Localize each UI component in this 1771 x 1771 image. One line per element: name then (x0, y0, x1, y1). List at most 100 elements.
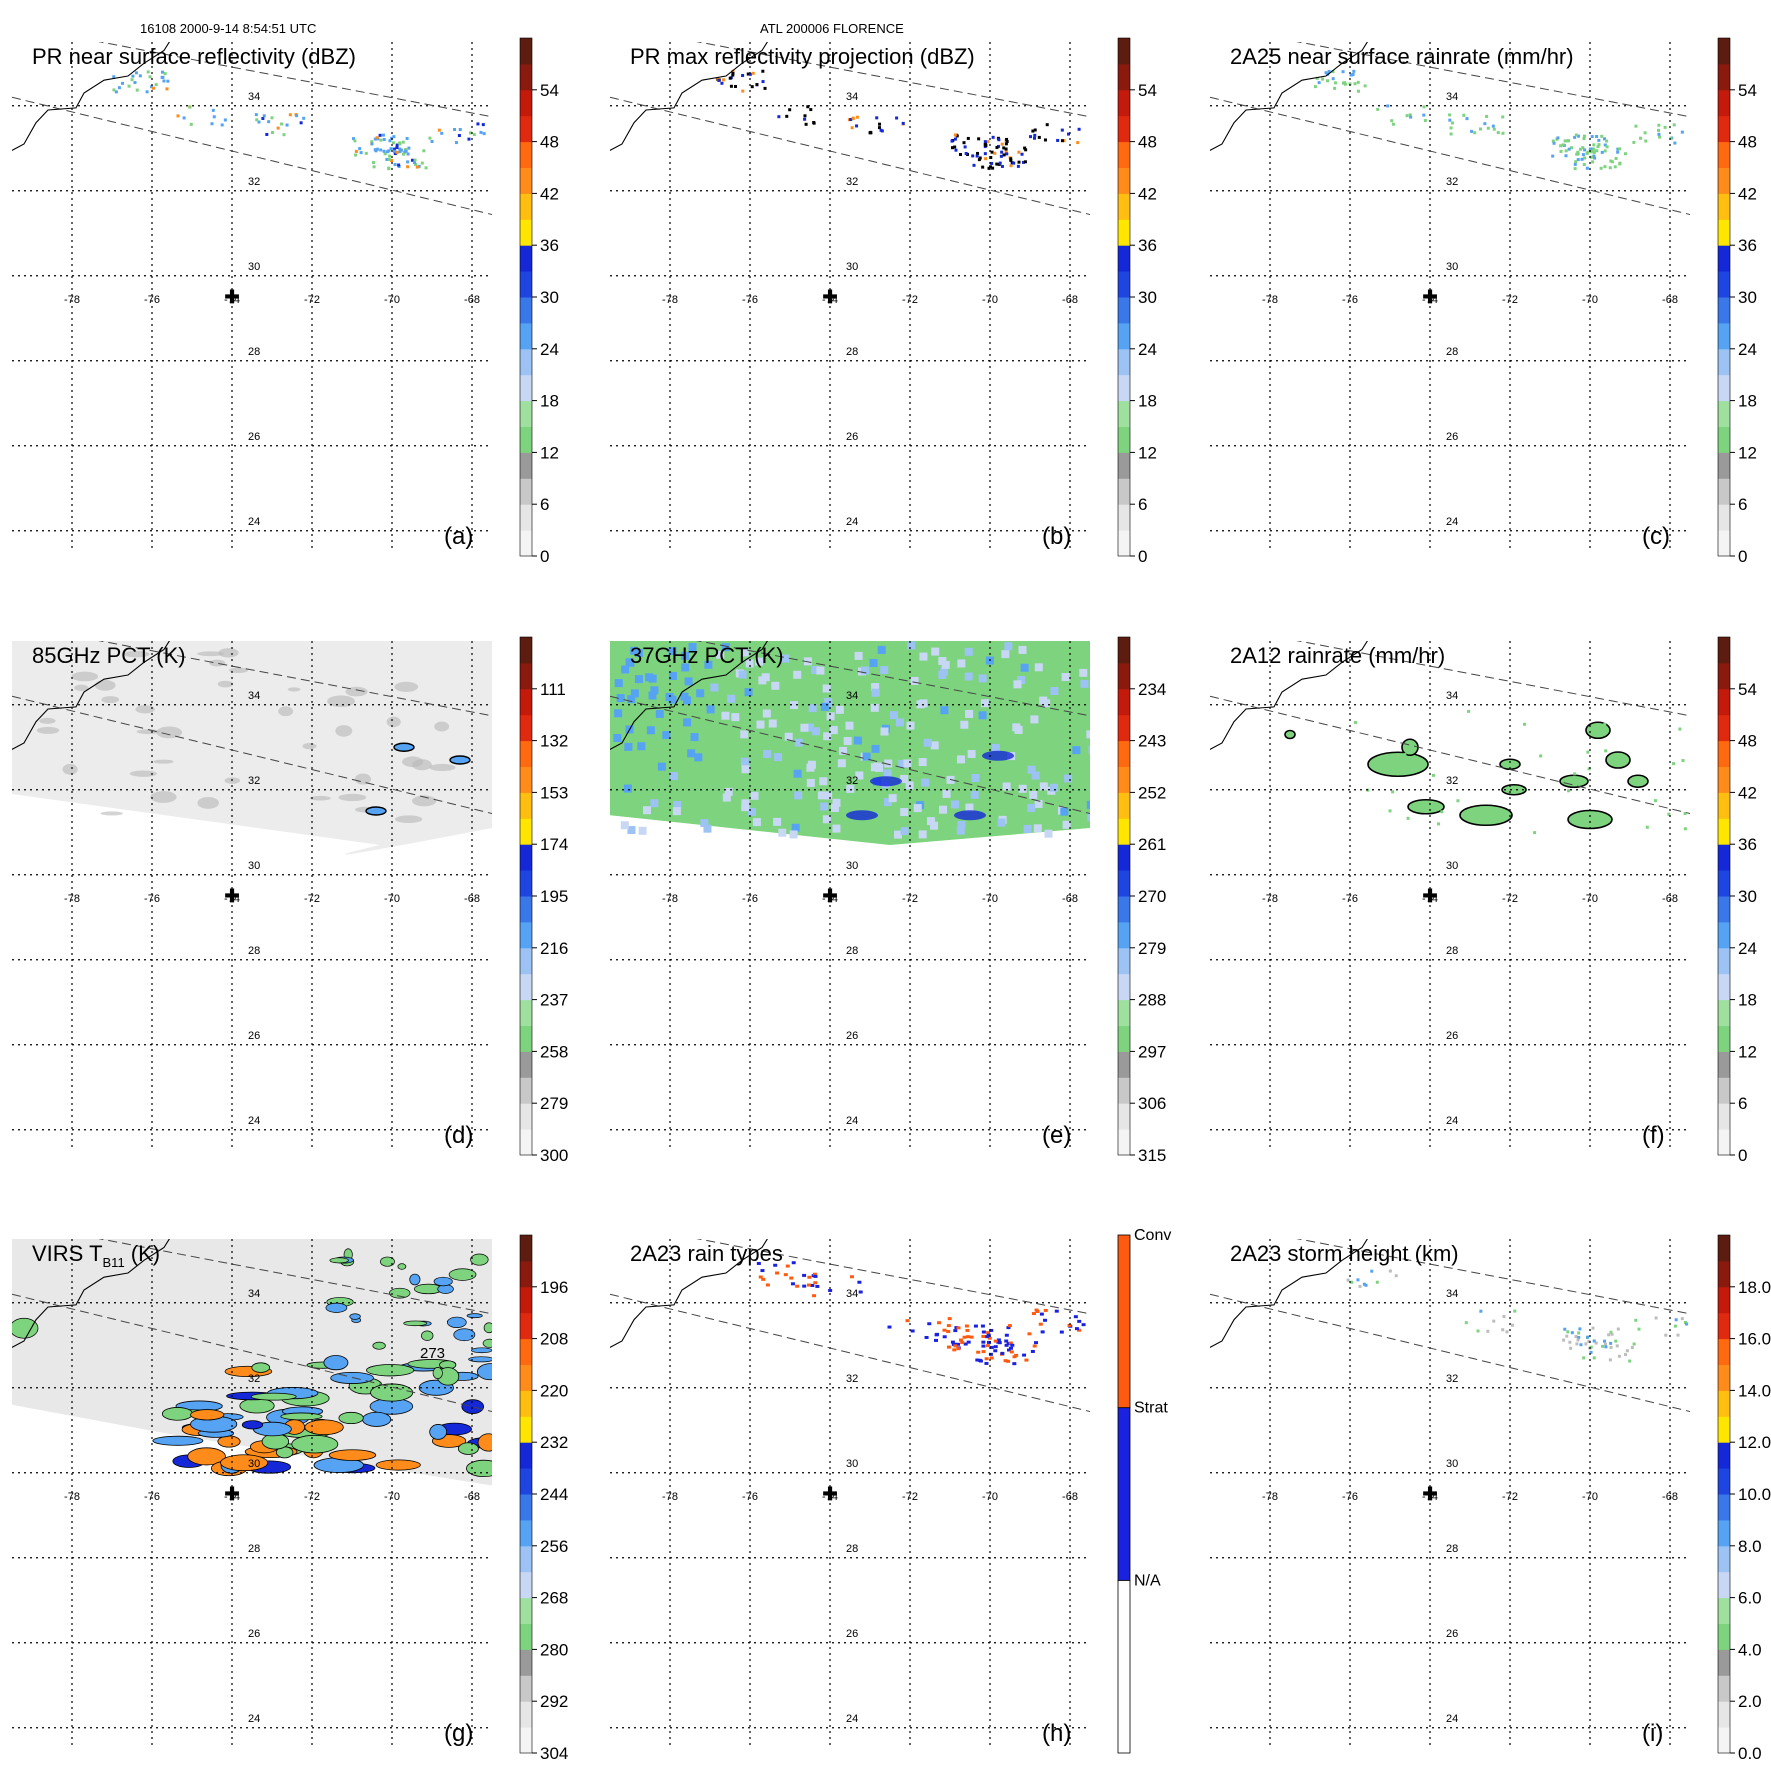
colorbar-tick-label: 12.0 (1738, 1433, 1771, 1452)
radar-pixel (1062, 139, 1066, 143)
rain-type-pixel (1077, 1328, 1082, 1332)
radar-pixel (806, 105, 810, 109)
radar-pixel (285, 123, 289, 127)
colorbar-segment (1718, 115, 1730, 143)
radar-pixel (1356, 80, 1360, 84)
rain-type-pixel (806, 1283, 811, 1287)
pct-pixel (853, 736, 862, 745)
colorbar-tick-label: 258 (540, 1042, 568, 1061)
rain-type-pixel (1034, 1341, 1039, 1345)
colorbar-segment (1718, 38, 1730, 65)
pct-pixel (1027, 765, 1036, 774)
pct-pixel (781, 654, 790, 663)
radar-pixel (395, 146, 399, 150)
cloud-top-cell (330, 1371, 374, 1384)
rain-type-pixel (1081, 1323, 1086, 1327)
pct-pixel (895, 718, 904, 727)
pct-pixel (613, 734, 622, 743)
swath-edge (610, 1293, 1090, 1413)
radar-pixel (385, 150, 389, 154)
radar-pixel (1634, 124, 1638, 128)
rain-type-pixel (1039, 1312, 1044, 1316)
cold-cell (402, 756, 424, 768)
rain-type-pixel (765, 1283, 770, 1287)
storm-height-pixel (1346, 1278, 1350, 1282)
rain-type-pixel (812, 1272, 817, 1276)
panel-f: 34 32 30 28 26 24 -78 -76 -74 -72 -70 -68 ✚ 2A12 rain… (1210, 636, 1757, 1165)
colorbar-tick-label: 6 (1738, 1094, 1747, 1113)
radar-pixel (1045, 123, 1049, 127)
storm-height-pixel (1603, 1339, 1607, 1343)
storm-height-pixel (1350, 1280, 1354, 1284)
rain-pixel (1440, 810, 1444, 814)
colorbar-tick-label: 10.0 (1738, 1485, 1771, 1504)
rain-type-pixel (858, 1290, 863, 1294)
storm-height-pixel (1370, 1269, 1374, 1273)
radar-pixel (373, 137, 377, 141)
pct-pixel (822, 815, 831, 824)
colorbar-segment (1718, 662, 1730, 690)
colorbar-segment (520, 1468, 532, 1495)
colorbar-category-label: N/A (1134, 1572, 1161, 1589)
radar-pixel (964, 151, 968, 155)
colorbar: 0 6 12 18 24 30 36 42 48 54 (519, 37, 559, 566)
radar-pixel (1386, 104, 1390, 108)
storm-height-pixel (1563, 1327, 1567, 1331)
pct-pixel (741, 765, 750, 774)
rain-area (1459, 804, 1513, 827)
radar-pixel (261, 116, 265, 120)
cloud-top-cell (190, 1409, 225, 1421)
colorbar-segment (520, 714, 532, 742)
storm-height-pixel (1505, 1330, 1509, 1334)
pct-pixel (1023, 824, 1032, 833)
colorbar-segment (520, 1260, 532, 1288)
radar-pixel (424, 166, 428, 170)
rain-type-pixel (993, 1345, 998, 1349)
radar-pixel (1603, 143, 1607, 147)
rain-type-pixel (1008, 1341, 1013, 1345)
rain-pixel (1456, 799, 1460, 803)
pct-pixel (965, 709, 974, 718)
rain-type-pixel (1010, 1343, 1015, 1347)
radar-pixel (812, 121, 816, 125)
radar-pixel (1005, 152, 1009, 156)
colorbar-tick-label: 2.0 (1738, 1692, 1762, 1711)
radar-pixel (1315, 76, 1319, 80)
lat-label: 30 (248, 860, 260, 872)
colorbar-segment (1118, 921, 1130, 949)
radar-pixel (121, 81, 125, 85)
cloud-top-cell (280, 1412, 323, 1421)
colorbar-segment (1718, 374, 1730, 402)
rain-type-pixel (981, 1334, 986, 1338)
pct-pixel (900, 808, 909, 817)
lat-label: 26 (248, 1030, 260, 1042)
swath-edge (98, 641, 492, 717)
radar-pixel (112, 75, 116, 79)
radar-pixel (958, 152, 962, 156)
colorbar-segment (1718, 167, 1730, 194)
panel-title: 2A23 storm height (km) (1230, 1241, 1459, 1266)
rain-type-pixel (989, 1328, 994, 1332)
panel-d: 34 32 30 28 26 24 -78 -76 -74 -72 -70 -68 ✚ 85GHz PCT… (12, 636, 568, 1165)
pct-pixel (919, 652, 928, 661)
radar-pixel (717, 78, 721, 82)
pct-pixel (875, 763, 884, 772)
radar-pixel (467, 137, 471, 141)
storm-height-pixel (1486, 1329, 1490, 1333)
pct-pixel (1088, 745, 1090, 754)
pct-pixel (1086, 730, 1090, 739)
storm-center-marker: ✚ (822, 1484, 837, 1504)
pct-pixel (1002, 782, 1011, 791)
lon-label: -78 (1262, 1491, 1278, 1503)
radar-pixel (117, 86, 121, 90)
storm-height-pixel (1502, 1315, 1506, 1319)
radar-pixel (1409, 115, 1413, 119)
rain-area (1401, 738, 1419, 757)
radar-pixel (999, 154, 1003, 158)
rain-type-pixel (815, 1284, 820, 1288)
radar-pixel (1033, 128, 1037, 132)
radar-pixel (383, 152, 387, 156)
storm-height-pixel (1592, 1339, 1596, 1343)
radar-pixel (1608, 166, 1612, 170)
lon-label: -70 (1582, 294, 1598, 306)
